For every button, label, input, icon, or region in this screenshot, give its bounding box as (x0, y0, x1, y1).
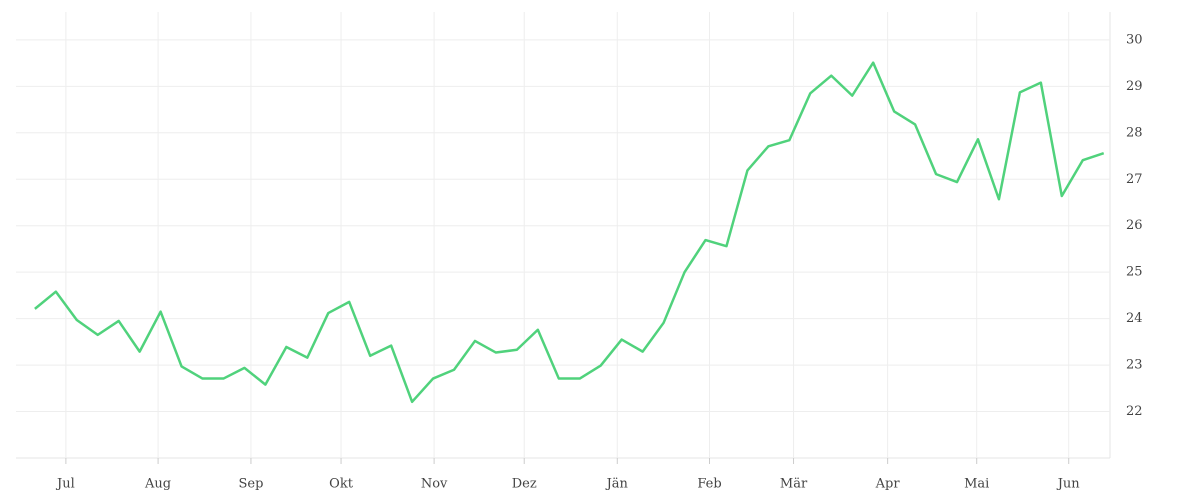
y-tick-label: 29 (1126, 79, 1143, 94)
y-tick-label: 28 (1126, 125, 1143, 140)
y-tick-label: 30 (1126, 32, 1143, 47)
y-tick-label: 27 (1126, 172, 1143, 187)
y-tick-label: 23 (1126, 358, 1143, 373)
x-tick-label: Jun (1056, 477, 1081, 492)
y-tick-label: 24 (1126, 311, 1143, 326)
x-tick-label: Dez (512, 477, 537, 492)
line-series (34, 61, 1105, 404)
y-tick-label: 26 (1126, 218, 1143, 233)
x-tick-label: Sep (238, 477, 263, 492)
x-tick-label: Mai (964, 477, 989, 492)
y-tick-label: 25 (1126, 265, 1143, 280)
x-tick-label: Aug (144, 477, 171, 492)
y-tick-label: 22 (1126, 404, 1143, 419)
x-tick-label: Mär (780, 477, 808, 492)
x-tick-label: Feb (697, 477, 721, 492)
x-tick-label: Okt (329, 477, 354, 492)
x-tick-label: Jul (55, 477, 75, 492)
x-tick-label: Apr (875, 477, 901, 492)
x-tick-label: Jän (605, 477, 629, 492)
x-tick-label: Nov (421, 477, 448, 492)
